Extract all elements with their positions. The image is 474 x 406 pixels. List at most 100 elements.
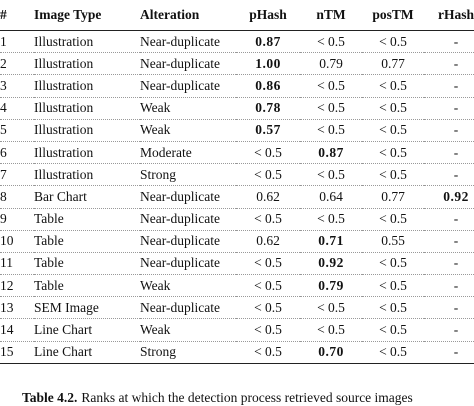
table-cell: < 0.5 (300, 119, 362, 142)
table-cell: Near-duplicate (140, 230, 236, 253)
table-cell: 1 (0, 30, 34, 54)
table-cell: < 0.5 (362, 119, 424, 142)
table-cell: 0.64 (300, 185, 362, 209)
caption-label: Table 4.2. (22, 390, 78, 405)
table-row: 6 Illustration Moderate < 0.5 0.87 < 0.5- (0, 141, 474, 165)
table-cell: Weak (140, 274, 236, 298)
table-row: 3 Illustration Near-duplicate 0.86 < 0.5 < 0.… (0, 74, 474, 98)
table-cell: Strong (140, 163, 236, 187)
table-cell: 2 (0, 52, 34, 76)
table-cell: - (424, 30, 474, 54)
column-header: nTM (300, 0, 362, 31)
table-cell: 9 (0, 208, 34, 231)
table-cell: < 0.5 (300, 318, 362, 342)
table-cell: - (424, 296, 474, 320)
caption-text: Ranks at which the detection process ret… (81, 390, 413, 405)
table-cell: - (424, 252, 474, 276)
table-cell: Bar Chart (34, 185, 140, 209)
table-cell: - (424, 318, 474, 342)
table-cell: 5 (0, 119, 34, 142)
table-cell: < 0.5 (236, 252, 300, 276)
table-row: 14 Line Chart Weak < 0.5 < 0.5 < 0.5- (0, 318, 474, 342)
table-body: 1 Illustration Near-duplicate 0.87 < 0.5 < 0.… (0, 30, 474, 364)
table-cell: < 0.5 (300, 296, 362, 320)
table-cell: - (424, 208, 474, 231)
table-cell: < 0.5 (236, 208, 300, 231)
table-cell: Near-duplicate (140, 185, 236, 209)
table-cell: 6 (0, 141, 34, 165)
table-cell: - (424, 97, 474, 120)
table-cell: < 0.5 (362, 318, 424, 342)
column-header: rHash (424, 0, 474, 31)
table-cell: Weak (140, 97, 236, 120)
table-cell: Illustration (34, 163, 140, 187)
table-row: 7 Illustration Strong < 0.5 < 0.5 < 0.5- (0, 163, 474, 187)
table-row: 4 Illustration Weak 0.78 < 0.5 < 0.5- (0, 97, 474, 120)
table-cell: Table (34, 208, 140, 231)
table-row: 2 Illustration Near-duplicate 1.00 0.79 0.77- (0, 52, 474, 76)
table-cell: < 0.5 (362, 97, 424, 120)
table-cell: 13 (0, 296, 34, 320)
table-cell: < 0.5 (236, 318, 300, 342)
table-cell: SEM Image (34, 296, 140, 320)
table-cell: < 0.5 (362, 141, 424, 165)
column-header: # (0, 0, 34, 31)
column-header: posTM (362, 0, 424, 31)
column-header: Image Type (34, 0, 140, 31)
table-row: 10 Table Near-duplicate 0.62 0.71 0.55- (0, 230, 474, 253)
table-row: 11 Table Near-duplicate < 0.5 0.92 < 0.5- (0, 252, 474, 276)
table-cell: < 0.5 (362, 30, 424, 54)
table-cell: Weak (140, 318, 236, 342)
table-cell: < 0.5 (300, 97, 362, 120)
table-cell: < 0.5 (362, 296, 424, 320)
table-cell: Line Chart (34, 341, 140, 364)
table-cell: 10 (0, 230, 34, 253)
table-cell: 0.71 (300, 230, 362, 253)
table-cell: < 0.5 (362, 274, 424, 298)
column-header: pHash (236, 0, 300, 31)
table-cell: < 0.5 (362, 74, 424, 98)
table-cell: < 0.5 (300, 30, 362, 54)
table-cell: 11 (0, 252, 34, 276)
table-cell: Near-duplicate (140, 52, 236, 76)
table-row: 12 Table Weak < 0.5 0.79 < 0.5- (0, 274, 474, 298)
table-cell: 0.55 (362, 230, 424, 253)
table-cell: - (424, 52, 474, 76)
table-cell: < 0.5 (236, 163, 300, 187)
table-cell: - (424, 141, 474, 165)
table-cell: Table (34, 274, 140, 298)
table-cell: < 0.5 (236, 296, 300, 320)
table-cell: < 0.5 (362, 341, 424, 364)
table-cell: Near-duplicate (140, 30, 236, 54)
table-cell: < 0.5 (300, 163, 362, 187)
table-row: 8 Bar Chart Near-duplicate 0.62 0.64 0.77 0.92 (0, 185, 474, 209)
table-row: 9 Table Near-duplicate < 0.5 < 0.5 < 0.5- (0, 208, 474, 231)
table-cell: 0.70 (300, 341, 362, 364)
table-cell: 15 (0, 341, 34, 364)
table-row: 13 SEM Image Near-duplicate < 0.5 < 0.5 < 0.5… (0, 296, 474, 320)
table-cell: Illustration (34, 52, 140, 76)
table-cell: 14 (0, 318, 34, 342)
table-row: 5 Illustration Weak 0.57 < 0.5 < 0.5- (0, 119, 474, 142)
table-cell: Illustration (34, 141, 140, 165)
table-cell: 0.77 (362, 185, 424, 209)
table-cell: Moderate (140, 141, 236, 165)
table-cell: Illustration (34, 97, 140, 120)
table-cell: < 0.5 (236, 141, 300, 165)
table-cell: - (424, 119, 474, 142)
table-cell: 0.87 (300, 141, 362, 165)
table-cell: Near-duplicate (140, 208, 236, 231)
table-cell: < 0.5 (236, 341, 300, 364)
table-cell: 0.87 (236, 30, 300, 54)
table-cell: 0.62 (236, 230, 300, 253)
table-row: 15 Line Chart Strong < 0.5 0.70 < 0.5- (0, 341, 474, 364)
table-cell: 1.00 (236, 52, 300, 76)
table-cell: 4 (0, 97, 34, 120)
table-cell: 0.79 (300, 274, 362, 298)
table-cell: 0.57 (236, 119, 300, 142)
table-cell: < 0.5 (300, 208, 362, 231)
table-cell: 3 (0, 74, 34, 98)
table-cell: 0.92 (424, 185, 474, 209)
table-row: 1 Illustration Near-duplicate 0.87 < 0.5 < 0.… (0, 30, 474, 54)
table-cell: < 0.5 (362, 208, 424, 231)
